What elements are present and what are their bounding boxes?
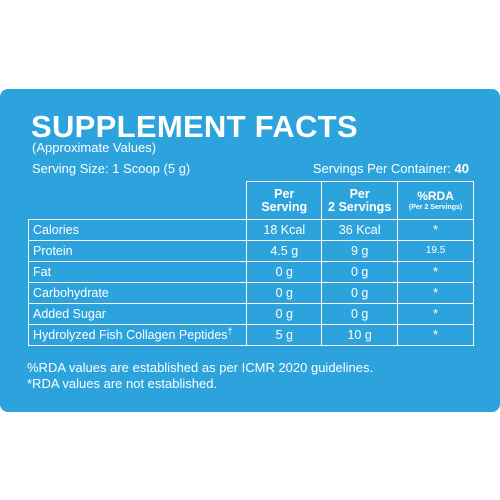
nutrient-name: Calories: [27, 219, 248, 241]
rda-value: *: [397, 282, 474, 304]
servings-per-container-value: 40: [454, 161, 469, 176]
header-per-serving-line1: Per: [274, 186, 295, 201]
rda-value: *: [397, 261, 474, 283]
nutrient-name: Protein: [27, 240, 248, 262]
rda-value: 19.5: [397, 240, 474, 262]
per-serving-value: 5 g: [246, 324, 323, 346]
per-serving-value: 4.5 g: [246, 240, 323, 262]
per-2-servings-value: 10 g: [321, 324, 399, 346]
table-row: Carbohydrate 0 g 0 g *: [27, 282, 474, 304]
rda-value: *: [397, 303, 474, 325]
per-2-servings-value: 0 g: [321, 261, 399, 283]
per-serving-value: 0 g: [246, 261, 323, 283]
header-rda-line1: %RDA: [417, 188, 454, 203]
table-row: Protein 4.5 g 9 g 19.5: [27, 240, 474, 262]
nutrient-name: Fat: [27, 261, 248, 283]
nutrient-name: Added Sugar: [27, 303, 248, 325]
nutrient-name-cell: Hydrolyzed Fish Collagen Peptides†: [27, 324, 248, 346]
table-row: Hydrolyzed Fish Collagen Peptides† 5 g 1…: [27, 324, 474, 346]
header-per-2-servings: Per 2 Servings: [321, 181, 399, 220]
per-2-servings-value: 0 g: [321, 282, 399, 304]
per-2-servings-value: 9 g: [321, 240, 399, 262]
nutrient-name: Hydrolyzed Fish Collagen Peptides: [33, 328, 228, 342]
per-serving-value: 18 Kcal: [246, 219, 323, 241]
label-title: SUPPLEMENT FACTS: [31, 109, 358, 144]
per-2-servings-value: 0 g: [321, 303, 399, 325]
rda-value: *: [397, 219, 474, 241]
nutrition-table: Per Serving Per 2 Servings %RDA (Per 2 S…: [27, 181, 474, 346]
per-serving-value: 0 g: [246, 282, 323, 304]
table-row: Added Sugar 0 g 0 g *: [27, 303, 474, 325]
servings-per-container-label: Servings Per Container:: [312, 161, 451, 176]
serving-size: Serving Size: 1 Scoop (5 g): [32, 161, 191, 176]
table-row: Calories 18 Kcal 36 Kcal *: [27, 219, 474, 241]
table-header-row: Per Serving Per 2 Servings %RDA (Per 2 S…: [27, 181, 474, 220]
header-per-2-servings-line1: Per: [349, 186, 370, 201]
header-per-2-servings-line2: 2 Servings: [328, 199, 392, 214]
table-row: Fat 0 g 0 g *: [27, 261, 474, 283]
nutrient-name: Carbohydrate: [27, 282, 248, 304]
per-2-servings-value: 36 Kcal: [321, 219, 399, 241]
header-rda-line2: (Per 2 Servings): [408, 203, 463, 211]
header-blank-cell: [27, 181, 248, 220]
header-rda: %RDA (Per 2 Servings): [397, 181, 474, 220]
dagger-mark: †: [227, 325, 233, 336]
rda-value: *: [397, 324, 474, 346]
footnote-rda-basis: %RDA values are established as per ICMR …: [27, 360, 374, 375]
header-per-serving-line2: Serving: [261, 199, 308, 214]
per-serving-value: 0 g: [246, 303, 323, 325]
footnote-rda-not-established: *RDA values are not established.: [27, 376, 218, 391]
servings-per-container: Servings Per Container: 40: [313, 161, 469, 177]
header-per-serving: Per Serving: [246, 181, 323, 220]
label-subtitle: (Approximate Values): [32, 140, 157, 155]
